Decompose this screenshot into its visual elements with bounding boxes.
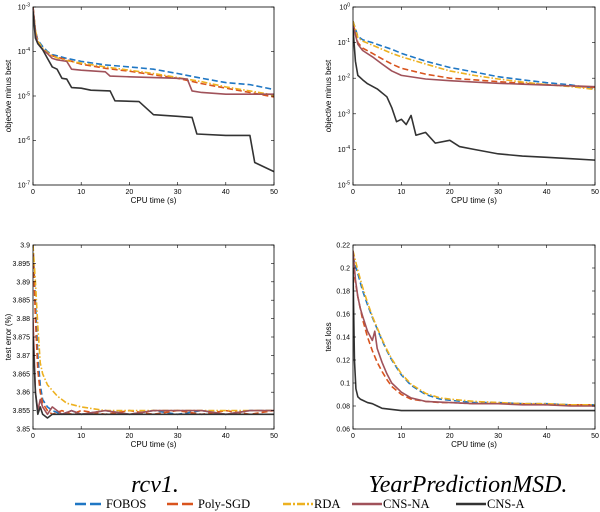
chart-panel-0: 0 10 20 30 40 50 10-7 10-6 10-5 10-4 10-3 CPU time … — [4, 3, 278, 206]
y-tick-label: 3.875 — [12, 335, 30, 342]
series-line-rda — [353, 20, 595, 91]
y-axis-label: test loss — [324, 322, 333, 351]
y-tick-label: 10-5 — [18, 92, 30, 101]
x-tick-label: 0 — [31, 433, 35, 440]
y-tick-label: 0.08 — [336, 404, 350, 411]
series-line-poly-sgd — [353, 267, 595, 406]
y-tick-label: 3.865 — [12, 371, 30, 378]
x-tick-label: 20 — [446, 189, 454, 196]
series-line-cns-a — [353, 28, 595, 161]
x-tick-label: 30 — [174, 433, 182, 440]
series-line-cns-na — [353, 25, 595, 88]
x-tick-label: 50 — [591, 433, 599, 440]
x-tick-label: 10 — [398, 433, 406, 440]
x-tick-label: 20 — [126, 189, 134, 196]
y-tick-label: 100 — [339, 3, 350, 12]
y-tick-label: 0.12 — [336, 358, 350, 365]
x-tick-label: 0 — [351, 189, 355, 196]
y-tick-label: 0.22 — [336, 243, 350, 250]
y-tick-label: 3.885 — [12, 298, 30, 305]
series-line-cns-na — [33, 318, 274, 416]
series-line-cns-na — [33, 7, 274, 95]
chart-panel-3: 0 10 20 30 40 50 0.06 0.08 0.1 0.12 0.14 0.16 0.18 0.… — [324, 243, 599, 450]
x-tick-label: 10 — [77, 433, 85, 440]
y-tick-label: 10-5 — [338, 181, 350, 190]
y-tick-label: 10-3 — [18, 3, 30, 12]
y-tick-label: 10-6 — [18, 136, 30, 145]
y-tick-label: 10-7 — [18, 181, 30, 190]
y-tick-label: 0.06 — [336, 427, 350, 434]
chart-panel-2: 0 10 20 30 40 50 3.85 3.855 3.86 3.865 3.87 3.875 3.… — [4, 243, 278, 450]
x-tick-label: 0 — [31, 189, 35, 196]
axes-frame — [352, 244, 596, 430]
x-tick-label: 50 — [591, 189, 599, 196]
series-line-poly-sgd — [33, 245, 274, 416]
legend-label-poly-sgd: Poly-SGD — [198, 497, 250, 511]
y-tick-label: 3.86 — [16, 390, 30, 397]
series-line-fobos — [353, 20, 595, 90]
x-tick-label: 30 — [494, 189, 502, 196]
x-axis-label: CPU time (s) — [451, 440, 497, 449]
y-tick-label: 10-4 — [18, 47, 30, 56]
x-axis-label: CPU time (s) — [131, 440, 177, 449]
y-tick-label: 0.1 — [340, 381, 350, 388]
caption-rcv1: rcv1. — [131, 472, 179, 498]
axes-frame — [32, 244, 275, 430]
series-line-fobos — [33, 245, 274, 416]
legend-label-cns-a: CNS-A — [487, 497, 525, 511]
series-line-cns-a — [353, 267, 595, 412]
legend-label-rda: RDA — [314, 497, 340, 511]
x-tick-label: 20 — [126, 433, 134, 440]
series-line-rda — [33, 7, 274, 96]
x-tick-label: 0 — [351, 433, 355, 440]
y-tick-label: 0.18 — [336, 289, 350, 296]
series-line-cns-na — [353, 250, 595, 407]
x-tick-label: 20 — [446, 433, 454, 440]
x-tick-label: 40 — [222, 189, 230, 196]
series-line-rda — [353, 250, 595, 406]
y-tick-label: 10-1 — [338, 38, 350, 47]
y-tick-label: 3.88 — [16, 316, 30, 323]
y-axis-label: test error (%) — [4, 313, 13, 360]
series-line-poly-sgd — [353, 23, 595, 89]
y-axis-label: objective minus best — [4, 59, 13, 132]
y-tick-label: 3.895 — [12, 261, 30, 268]
y-tick-label: 10-2 — [338, 74, 350, 83]
x-tick-label: 10 — [77, 189, 85, 196]
y-tick-label: 3.85 — [16, 427, 30, 434]
axes-frame — [32, 6, 275, 186]
axes-frame — [352, 6, 596, 186]
chart-panel-1: 0 10 20 30 40 50 10-5 10-4 10-3 10-2 10-1 100 CPU ti… — [324, 3, 599, 206]
x-tick-label: 40 — [543, 433, 551, 440]
charts: 0 10 20 30 40 50 10-7 10-6 10-5 10-4 10-3 CPU time … — [4, 3, 599, 450]
y-axis-label: objective minus best — [324, 59, 333, 132]
y-tick-label: 0.14 — [336, 335, 350, 342]
x-tick-label: 10 — [398, 189, 406, 196]
y-tick-label: 3.87 — [16, 353, 30, 360]
y-tick-label: 0.2 — [340, 266, 350, 273]
x-tick-label: 50 — [270, 189, 278, 196]
legend-label-cns-na: CNS-NA — [383, 497, 430, 511]
x-tick-label: 30 — [174, 189, 182, 196]
caption-yearprediction: YearPredictionMSD. — [369, 472, 568, 498]
series-line-cns-a — [33, 11, 274, 173]
series-line-rda — [33, 245, 274, 412]
y-tick-label: 10-3 — [338, 109, 350, 118]
y-tick-label: 3.9 — [20, 243, 30, 250]
legend-label-fobos: FOBOS — [106, 497, 146, 511]
y-tick-label: 3.89 — [16, 279, 30, 286]
x-axis-label: CPU time (s) — [131, 196, 177, 205]
x-tick-label: 40 — [222, 433, 230, 440]
x-axis-label: CPU time (s) — [451, 196, 497, 205]
y-tick-label: 10-4 — [338, 145, 350, 154]
x-tick-label: 30 — [494, 433, 502, 440]
series-line-fobos — [33, 7, 274, 91]
y-tick-label: 0.16 — [336, 312, 350, 319]
legend: FOBOS Poly-SGD RDA CNS-NA CNS-A — [75, 497, 525, 511]
x-tick-label: 50 — [270, 433, 278, 440]
x-tick-label: 40 — [543, 189, 551, 196]
y-tick-label: 3.855 — [12, 408, 30, 415]
series-line-cns-a — [33, 336, 274, 419]
